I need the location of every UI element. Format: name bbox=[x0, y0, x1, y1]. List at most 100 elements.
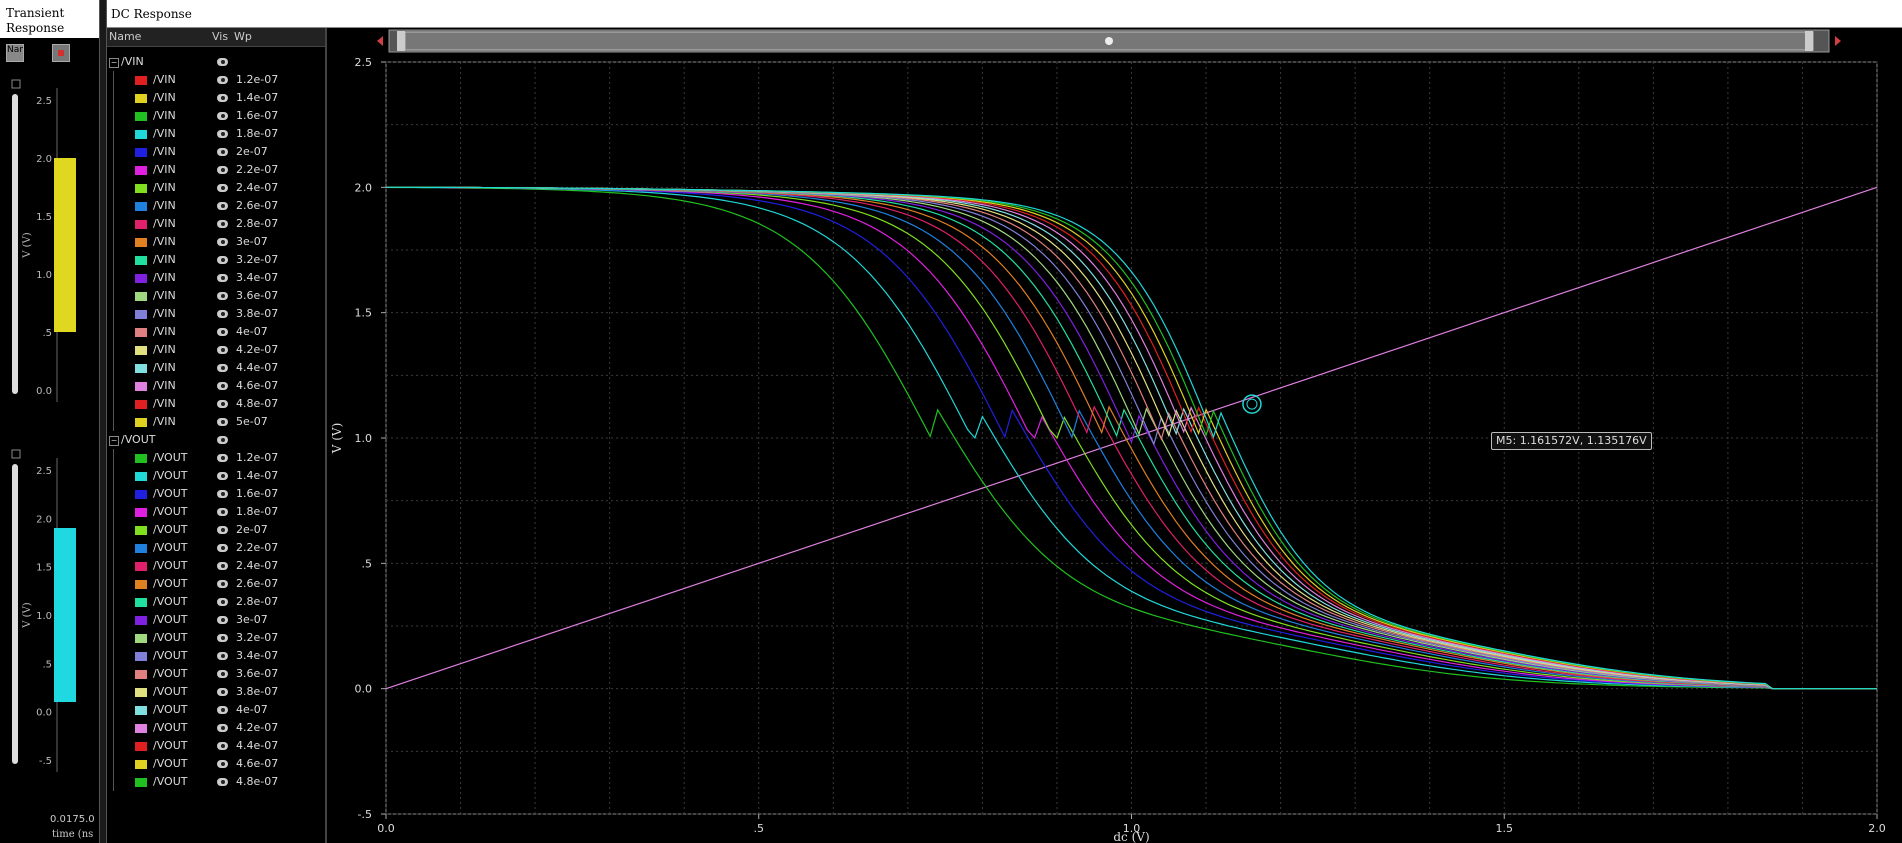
visibility-eye-icon[interactable] bbox=[217, 598, 228, 606]
series-line[interactable] bbox=[386, 186, 1877, 690]
visibility-eye-icon[interactable] bbox=[217, 310, 228, 318]
visibility-eye-icon[interactable] bbox=[217, 490, 228, 498]
visibility-eye-icon[interactable] bbox=[217, 328, 228, 336]
signal-row[interactable]: /VOUT 2.2e-07 bbox=[107, 539, 325, 557]
wp-column-header[interactable]: Wp bbox=[234, 30, 252, 43]
visibility-eye-icon[interactable] bbox=[217, 364, 228, 372]
signal-row[interactable]: /VIN 4.8e-07 bbox=[107, 395, 325, 413]
visibility-eye-icon[interactable] bbox=[217, 256, 228, 264]
signal-row[interactable]: /VOUT 2.8e-07 bbox=[107, 593, 325, 611]
signal-row[interactable]: /VIN 5e-07 bbox=[107, 413, 325, 431]
visibility-eye-icon[interactable] bbox=[217, 238, 228, 246]
visibility-eye-icon[interactable] bbox=[217, 724, 228, 732]
visibility-eye-icon[interactable] bbox=[217, 292, 228, 300]
signal-row[interactable]: /VIN 1.2e-07 bbox=[107, 71, 325, 89]
visibility-eye-icon[interactable] bbox=[217, 706, 228, 714]
visibility-eye-icon[interactable] bbox=[217, 616, 228, 624]
visibility-eye-icon[interactable] bbox=[217, 58, 228, 66]
visibility-eye-icon[interactable] bbox=[217, 454, 228, 462]
name-column-button[interactable]: Nam bbox=[6, 44, 24, 62]
name-column-header[interactable]: Name bbox=[109, 30, 142, 43]
visibility-eye-icon[interactable] bbox=[217, 634, 228, 642]
scroll-left-arrow-icon[interactable] bbox=[377, 36, 383, 46]
signal-row[interactable]: /VOUT 1.2e-07 bbox=[107, 449, 325, 467]
signal-row[interactable]: /VIN 4e-07 bbox=[107, 323, 325, 341]
signal-row[interactable]: /VIN 1.8e-07 bbox=[107, 125, 325, 143]
visibility-eye-icon[interactable] bbox=[217, 94, 228, 102]
signal-row[interactable]: /VOUT 4.2e-07 bbox=[107, 719, 325, 737]
visibility-eye-icon[interactable] bbox=[217, 544, 228, 552]
collapse-icon[interactable] bbox=[11, 449, 21, 459]
signal-row[interactable]: /VOUT 1.8e-07 bbox=[107, 503, 325, 521]
series-line[interactable] bbox=[386, 186, 1877, 690]
signal-row[interactable]: /VOUT 3.8e-07 bbox=[107, 683, 325, 701]
signal-row[interactable]: /VOUT 2e-07 bbox=[107, 521, 325, 539]
signal-row[interactable]: /VOUT 3e-07 bbox=[107, 611, 325, 629]
signal-row[interactable]: /VIN 2.6e-07 bbox=[107, 197, 325, 215]
collapse-icon[interactable]: − bbox=[109, 436, 119, 446]
visibility-eye-icon[interactable] bbox=[217, 760, 228, 768]
visibility-eye-icon[interactable] bbox=[217, 742, 228, 750]
visibility-eye-icon[interactable] bbox=[217, 382, 228, 390]
visibility-eye-icon[interactable] bbox=[217, 580, 228, 588]
marker-circle-icon[interactable] bbox=[1242, 394, 1262, 414]
visibility-eye-icon[interactable] bbox=[217, 436, 228, 444]
signal-row[interactable]: /VOUT 4e-07 bbox=[107, 701, 325, 719]
overview-left-handle[interactable] bbox=[397, 31, 405, 51]
signal-row[interactable]: /VIN 3.4e-07 bbox=[107, 269, 325, 287]
signal-row[interactable]: /VIN 3.6e-07 bbox=[107, 287, 325, 305]
visibility-eye-icon[interactable] bbox=[217, 184, 228, 192]
visibility-eye-icon[interactable] bbox=[217, 166, 228, 174]
visibility-eye-icon[interactable] bbox=[217, 346, 228, 354]
visibility-eye-icon[interactable] bbox=[217, 130, 228, 138]
overview-center-grip-icon[interactable] bbox=[1105, 37, 1113, 45]
signal-row[interactable]: /VOUT 4.6e-07 bbox=[107, 755, 325, 773]
visibility-eye-icon[interactable] bbox=[217, 418, 228, 426]
tree-group[interactable]: −/VIN bbox=[107, 53, 325, 71]
series-line[interactable] bbox=[385, 186, 1877, 690]
signal-row[interactable]: /VOUT 4.8e-07 bbox=[107, 773, 325, 791]
signal-row[interactable]: /VOUT 4.4e-07 bbox=[107, 737, 325, 755]
signal-row[interactable]: /VOUT 2.6e-07 bbox=[107, 575, 325, 593]
signal-row[interactable]: /VIN 2.2e-07 bbox=[107, 161, 325, 179]
visibility-eye-icon[interactable] bbox=[217, 400, 228, 408]
visibility-eye-icon[interactable] bbox=[217, 202, 228, 210]
signal-row[interactable]: /VOUT 1.4e-07 bbox=[107, 467, 325, 485]
scroll-right-arrow-icon[interactable] bbox=[1835, 36, 1841, 46]
signal-row[interactable]: /VIN 1.6e-07 bbox=[107, 107, 325, 125]
series-line[interactable] bbox=[385, 186, 1878, 690]
visibility-eye-icon[interactable] bbox=[217, 562, 228, 570]
visibility-eye-icon[interactable] bbox=[217, 274, 228, 282]
overview-right-handle[interactable] bbox=[1805, 31, 1813, 51]
collapse-icon[interactable]: − bbox=[109, 58, 119, 68]
signal-row[interactable]: /VOUT 3.4e-07 bbox=[107, 647, 325, 665]
tree-group[interactable]: −/VOUT bbox=[107, 431, 325, 449]
visibility-eye-icon[interactable] bbox=[217, 670, 228, 678]
signal-row[interactable]: /VIN 2.4e-07 bbox=[107, 179, 325, 197]
visibility-eye-icon[interactable] bbox=[217, 472, 228, 480]
visibility-eye-icon[interactable] bbox=[217, 112, 228, 120]
panel-scrollbar[interactable] bbox=[12, 94, 18, 394]
collapse-icon[interactable] bbox=[11, 79, 21, 89]
signal-row[interactable]: /VIN 3.8e-07 bbox=[107, 305, 325, 323]
signal-row[interactable]: /VIN 4.2e-07 bbox=[107, 341, 325, 359]
left-splitter[interactable] bbox=[99, 0, 107, 843]
visibility-eye-icon[interactable] bbox=[217, 652, 228, 660]
panel-scrollbar[interactable] bbox=[12, 464, 18, 764]
vis-column-header[interactable]: Vis bbox=[212, 30, 229, 43]
visibility-eye-icon[interactable] bbox=[217, 688, 228, 696]
signal-row[interactable]: /VOUT 2.4e-07 bbox=[107, 557, 325, 575]
visibility-eye-icon[interactable] bbox=[217, 220, 228, 228]
visibility-eye-icon[interactable] bbox=[217, 508, 228, 516]
signal-row[interactable]: /VIN 4.4e-07 bbox=[107, 359, 325, 377]
signal-row[interactable]: /VIN 2.8e-07 bbox=[107, 215, 325, 233]
signal-row[interactable]: /VOUT 1.6e-07 bbox=[107, 485, 325, 503]
visibility-eye-icon[interactable] bbox=[217, 76, 228, 84]
visibility-eye-icon[interactable] bbox=[217, 778, 228, 786]
signal-row[interactable]: /VOUT 3.2e-07 bbox=[107, 629, 325, 647]
signal-row[interactable]: /VIN 3e-07 bbox=[107, 233, 325, 251]
signal-row[interactable]: /VIN 1.4e-07 bbox=[107, 89, 325, 107]
signal-row[interactable]: /VOUT 3.6e-07 bbox=[107, 665, 325, 683]
signal-row[interactable]: /VIN 4.6e-07 bbox=[107, 377, 325, 395]
visibility-eye-icon[interactable] bbox=[217, 148, 228, 156]
